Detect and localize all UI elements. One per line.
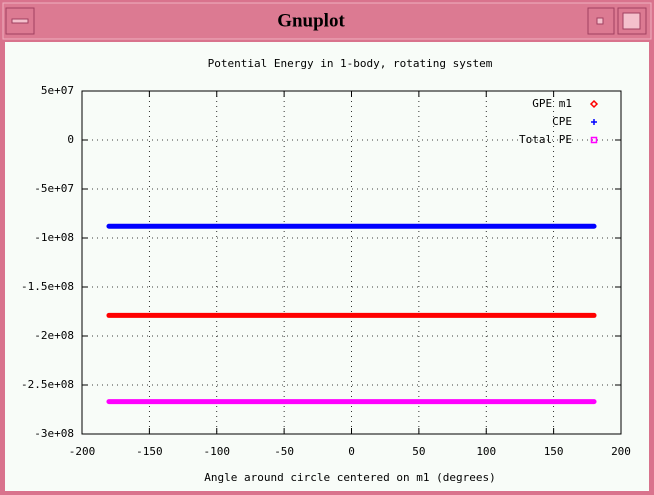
- x-tick-label: -100: [204, 445, 231, 458]
- chart-title: Potential Energy in 1-body, rotating sys…: [208, 57, 493, 70]
- menu-icon: [11, 18, 29, 24]
- legend-symbol: [589, 99, 599, 109]
- y-tick-label: -2.5e+08: [21, 378, 74, 391]
- legend-label: Total PE: [519, 133, 572, 146]
- x-tick-label: 150: [544, 445, 564, 458]
- window-title: Gnuplot: [277, 10, 345, 31]
- x-tick-label: 0: [348, 445, 355, 458]
- legend-label: GPE m1: [532, 97, 572, 110]
- x-tick-label: -50: [274, 445, 294, 458]
- y-tick-label: 5e+07: [41, 84, 74, 97]
- legend-symbol: [591, 119, 597, 125]
- y-tick-label: -1.5e+08: [21, 280, 74, 293]
- x-tick-label: -200: [69, 445, 96, 458]
- title-bar: [2, 2, 652, 40]
- y-tick-label: -1e+08: [34, 231, 74, 244]
- legend-symbol: [590, 136, 598, 144]
- x-tick-label: 200: [611, 445, 631, 458]
- y-tick-label: -2e+08: [34, 329, 74, 342]
- x-axis-label: Angle around circle centered on m1 (degr…: [204, 471, 495, 484]
- legend-label: CPE: [552, 115, 572, 128]
- y-tick-label: -5e+07: [34, 182, 74, 195]
- y-tick-label: -3e+08: [34, 427, 74, 440]
- minimize-icon: [596, 17, 604, 25]
- x-tick-label: -150: [136, 445, 163, 458]
- maximize-icon: [622, 12, 641, 30]
- y-tick-label: 0: [67, 133, 74, 146]
- x-tick-label: 50: [412, 445, 425, 458]
- plot-window: [5, 42, 649, 491]
- x-tick-label: 100: [476, 445, 496, 458]
